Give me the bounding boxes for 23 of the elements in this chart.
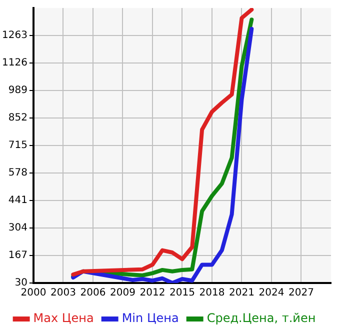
y-tick-label: 715 (8, 140, 28, 152)
y-tick-label: 304 (8, 222, 28, 234)
y-tick-label: 989 (8, 85, 28, 96)
x-tick-label: 2012 (140, 288, 166, 299)
x-tick-label: 2000 (20, 288, 46, 299)
y-tick-label: 1263 (2, 30, 28, 42)
x-tick-label: 2021 (229, 288, 254, 299)
y-tick-label: 578 (8, 168, 28, 179)
x-tick-label: 2003 (50, 288, 76, 299)
legend-label: Max Цена (33, 311, 94, 326)
x-tick-label: 2015 (170, 288, 195, 299)
y-tick-label: 30 (14, 278, 28, 289)
x-tick-label: 2024 (258, 288, 284, 299)
legend-label: Сред.Цена, т.йен (206, 311, 316, 326)
legend-label: Min Цена (122, 311, 179, 326)
y-tick-label: 167 (8, 250, 28, 262)
y-tick-label: 1126 (2, 58, 28, 69)
y-tick-label: 441 (8, 195, 28, 206)
x-tick-label: 2018 (199, 288, 225, 299)
x-tick-label: 2006 (80, 288, 106, 299)
x-tick-label: 2027 (288, 288, 314, 299)
y-tick-label: 852 (8, 112, 28, 124)
x-tick-label: 2009 (110, 288, 136, 299)
